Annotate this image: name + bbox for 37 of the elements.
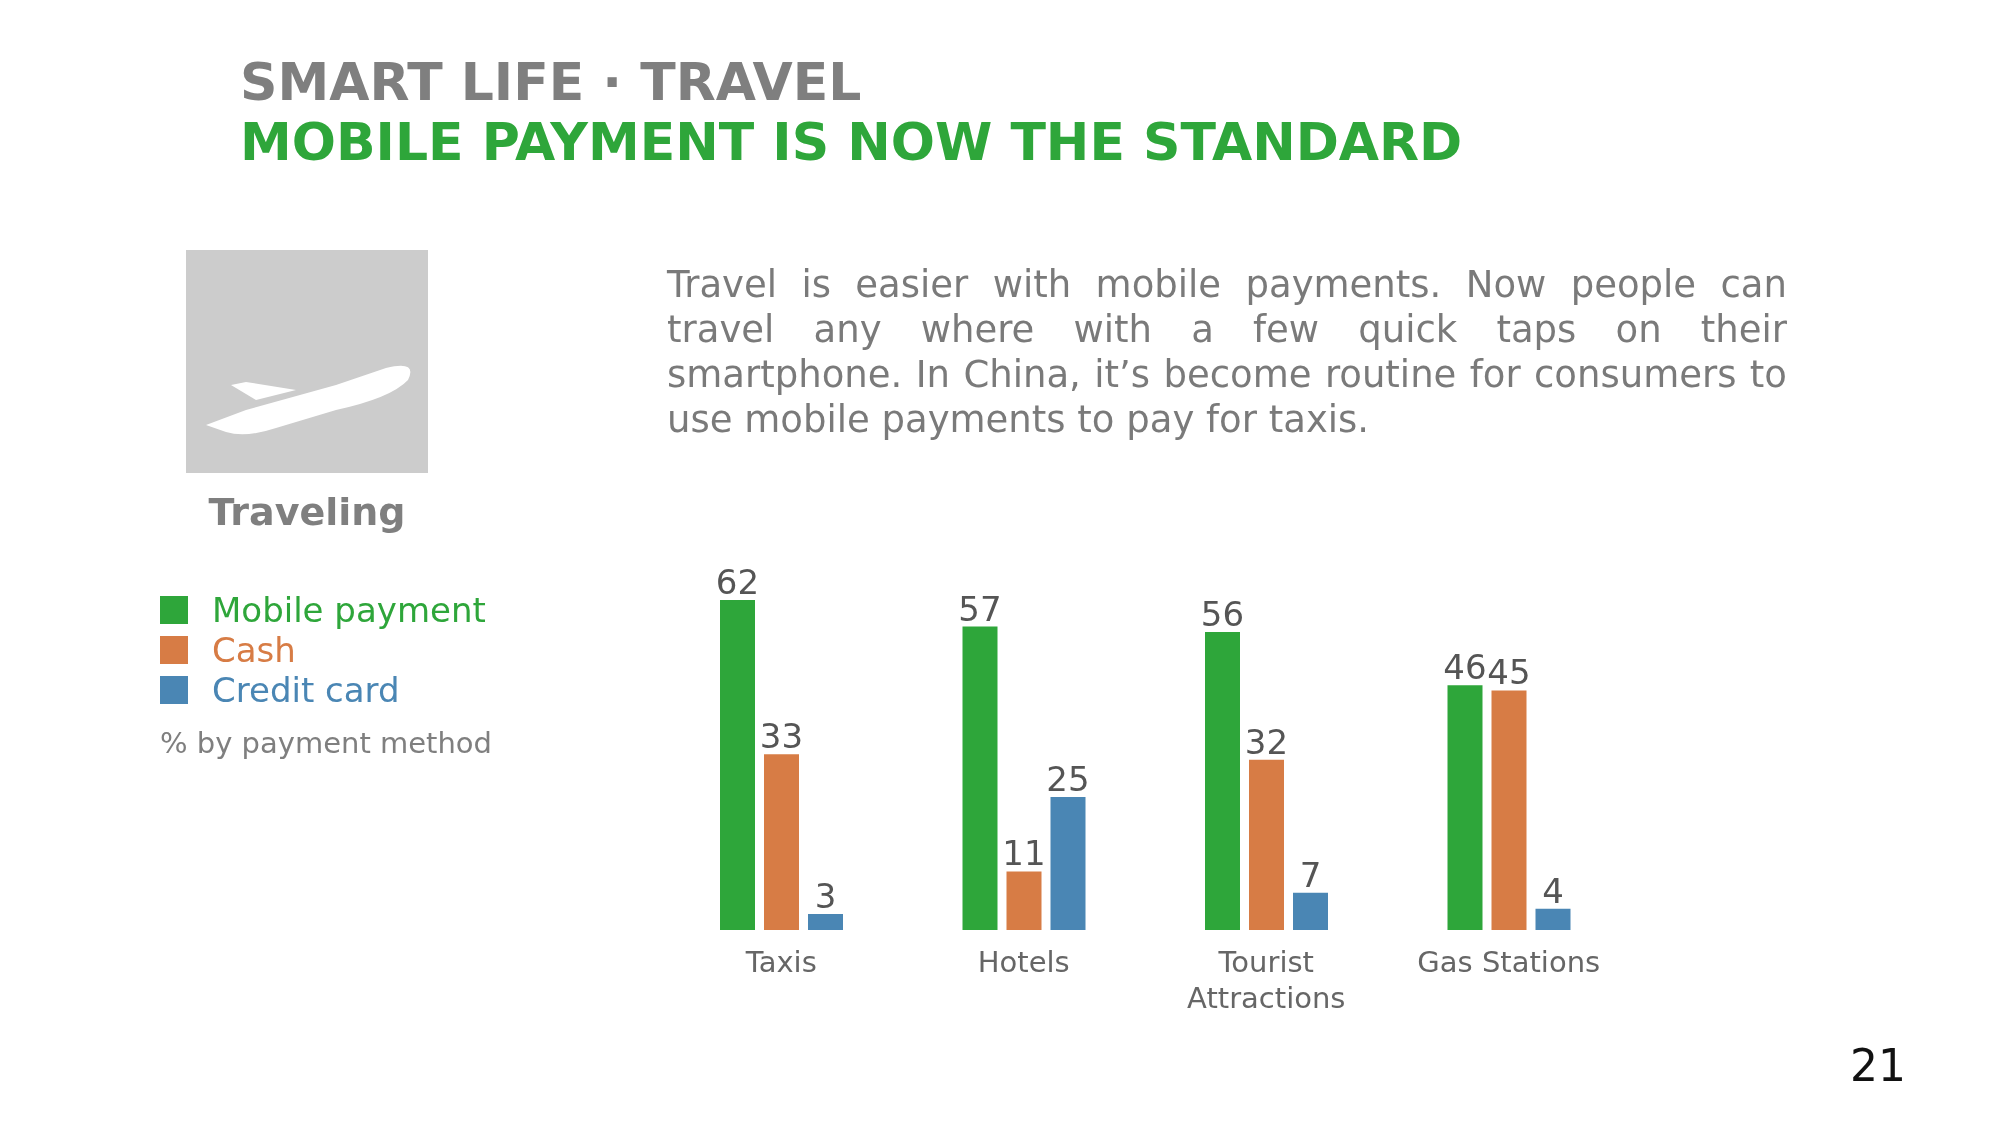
- text: 21: [1850, 1040, 1906, 1091]
- bar: [962, 626, 998, 930]
- x-tick-label: Tourist Attractions: [1187, 945, 1346, 1015]
- data-label: 7: [1299, 854, 1322, 895]
- data-label: 46: [1443, 647, 1487, 688]
- legend-label: Cash: [211, 630, 297, 670]
- bar: [1205, 631, 1240, 930]
- text: % by payment method: [160, 726, 492, 760]
- x-tick-label: Hotels: [977, 945, 1070, 979]
- data-label: 33: [759, 716, 804, 757]
- bar: [720, 600, 755, 930]
- bar: [1006, 871, 1042, 930]
- bar: [1293, 892, 1328, 930]
- data-label: 4: [1542, 870, 1564, 911]
- chart-subtitle: MOBILE PAYMENT IS NOW THE STANDARD: [240, 112, 1463, 172]
- data-label: 45: [1487, 652, 1531, 693]
- data-label: 3: [814, 876, 837, 917]
- data-label: 11: [1002, 833, 1046, 874]
- text: Travel is easier with mobile payments. Now people can travel any where with a few quick taps on their smartphone. In China, it’s become routine for consumers to use mobile payments to pay for taxis.: [667, 262, 1787, 442]
- data-label: 25: [1046, 758, 1090, 799]
- bar: [764, 754, 799, 930]
- data-label: 32: [1244, 721, 1289, 762]
- data-label: 57: [958, 588, 1002, 629]
- text: Traveling: [207, 490, 407, 534]
- legend-label: Mobile payment: [211, 590, 486, 630]
- bar: [1249, 759, 1284, 930]
- bar: [1050, 796, 1086, 930]
- bar: [1447, 685, 1483, 930]
- chart-title: SMART LIFE · TRAVEL: [240, 52, 862, 112]
- data-label: 62: [715, 562, 760, 602]
- x-tick-label: Gas Stations: [1417, 945, 1601, 979]
- bar: [808, 914, 843, 930]
- data-label: 56: [1200, 593, 1245, 634]
- bar: [1491, 690, 1527, 930]
- x-tick-label: Taxis: [744, 945, 817, 979]
- legend-label: Credit card: [211, 670, 401, 710]
- bar: [1535, 908, 1571, 930]
